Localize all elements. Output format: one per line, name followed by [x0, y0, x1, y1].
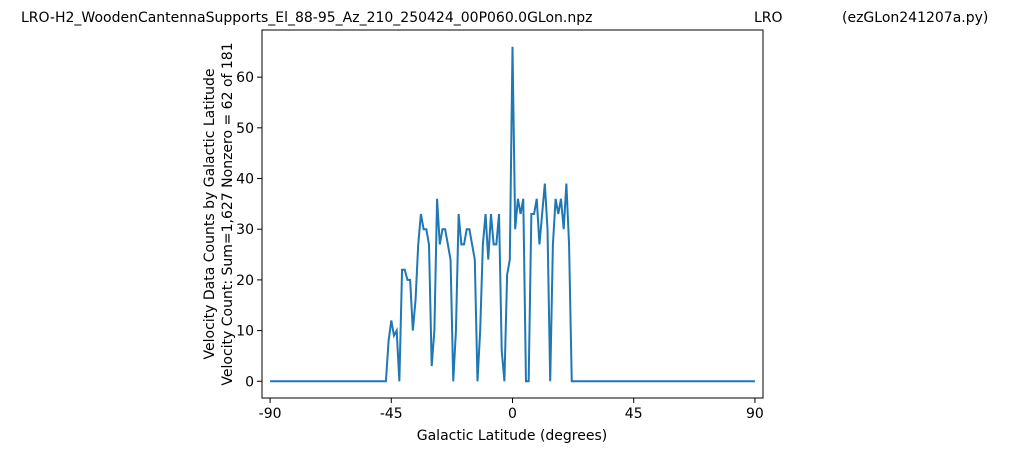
y-axis-label: Velocity Count: Sum=1,627 Nonzero = 62 o… [220, 42, 236, 385]
x-axis-label: Galactic Latitude (degrees) [417, 428, 607, 444]
y-tick-label: 0 [245, 374, 254, 390]
chart-title-center: LRO [754, 10, 783, 26]
x-tick-label: -45 [380, 406, 403, 422]
y-tick-label: 60 [236, 70, 254, 86]
x-tick-label: 45 [625, 406, 643, 422]
x-tick-label: 90 [746, 406, 764, 422]
y-tick-label: 20 [236, 273, 254, 289]
y-tick-label: 40 [236, 172, 254, 188]
data-line [270, 46, 755, 383]
x-tick-label: 0 [508, 406, 517, 422]
chart-title-right: (ezGLon241207a.py) [842, 10, 988, 26]
y-axis-label: Velocity Data Counts by Galactic Latitud… [202, 69, 218, 360]
y-tick-label: 10 [236, 324, 254, 340]
y-tick-label: 30 [236, 222, 254, 238]
x-tick-label: -90 [259, 406, 282, 422]
y-tick-label: 50 [236, 121, 254, 137]
chart-title: LRO-H2_WoodenCantennaSupports_El_88-95_A… [21, 10, 592, 26]
